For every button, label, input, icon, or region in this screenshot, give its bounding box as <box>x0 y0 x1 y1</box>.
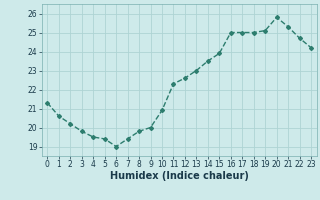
X-axis label: Humidex (Indice chaleur): Humidex (Indice chaleur) <box>110 171 249 181</box>
